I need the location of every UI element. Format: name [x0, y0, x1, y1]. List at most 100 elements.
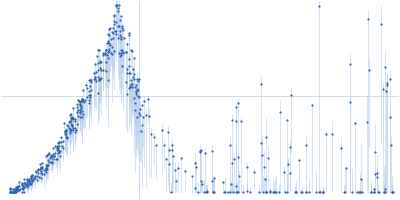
Point	[38, 176, 44, 180]
Point	[298, 190, 304, 194]
Point	[14, 186, 20, 189]
Point	[320, 190, 326, 194]
Point	[271, 190, 278, 194]
Point	[54, 148, 60, 151]
Point	[86, 78, 93, 81]
Point	[86, 85, 93, 88]
Point	[40, 169, 47, 172]
Point	[352, 121, 358, 124]
Point	[56, 149, 62, 152]
Point	[379, 87, 386, 91]
Point	[67, 120, 73, 123]
Point	[12, 185, 19, 188]
Point	[240, 190, 246, 194]
Point	[197, 149, 203, 153]
Point	[366, 69, 372, 72]
Point	[43, 167, 50, 170]
Point	[9, 190, 16, 194]
Point	[169, 149, 175, 152]
Point	[100, 52, 106, 55]
Point	[98, 76, 104, 79]
Point	[29, 174, 35, 177]
Point	[69, 125, 75, 128]
Point	[91, 78, 97, 81]
Point	[284, 118, 290, 121]
Point	[130, 68, 136, 71]
Point	[358, 178, 364, 181]
Point	[133, 91, 140, 94]
Point	[230, 190, 236, 194]
Point	[96, 48, 102, 51]
Point	[127, 85, 133, 88]
Point	[26, 180, 32, 184]
Point	[97, 77, 103, 80]
Point	[10, 190, 17, 194]
Point	[178, 157, 184, 160]
Point	[38, 166, 44, 169]
Point	[182, 169, 188, 172]
Point	[287, 93, 294, 97]
Point	[55, 145, 62, 148]
Point	[192, 165, 199, 168]
Point	[137, 107, 143, 110]
Point	[86, 90, 92, 93]
Point	[150, 136, 157, 139]
Point	[225, 190, 232, 194]
Point	[260, 190, 267, 194]
Point	[68, 116, 74, 119]
Point	[378, 22, 384, 25]
Point	[56, 141, 62, 144]
Point	[95, 92, 101, 95]
Point	[15, 184, 22, 188]
Point	[244, 189, 250, 192]
Point	[126, 72, 133, 75]
Point	[299, 190, 305, 194]
Point	[112, 29, 118, 32]
Point	[175, 166, 182, 170]
Point	[131, 56, 138, 60]
Point	[140, 115, 146, 119]
Point	[341, 190, 348, 194]
Point	[58, 144, 65, 147]
Point	[24, 183, 31, 187]
Point	[118, 52, 124, 55]
Point	[78, 97, 85, 101]
Point	[347, 63, 353, 66]
Point	[104, 32, 111, 35]
Point	[52, 145, 59, 148]
Point	[163, 157, 169, 160]
Point	[27, 183, 34, 186]
Point	[43, 163, 50, 166]
Point	[259, 153, 265, 157]
Point	[140, 100, 147, 103]
Point	[68, 122, 74, 126]
Point	[60, 121, 67, 125]
Point	[66, 127, 72, 130]
Point	[33, 170, 39, 173]
Point	[93, 79, 99, 82]
Point	[357, 190, 364, 194]
Point	[308, 104, 315, 107]
Point	[103, 61, 109, 64]
Point	[348, 190, 355, 194]
Point	[64, 137, 70, 140]
Point	[57, 140, 64, 144]
Point	[195, 190, 201, 194]
Point	[229, 118, 235, 121]
Point	[35, 167, 41, 170]
Point	[66, 120, 72, 123]
Point	[70, 128, 76, 131]
Point	[43, 163, 50, 166]
Point	[96, 60, 103, 63]
Point	[29, 179, 35, 183]
Point	[86, 101, 92, 104]
Point	[387, 115, 394, 119]
Point	[126, 33, 132, 36]
Point	[64, 124, 70, 127]
Point	[64, 135, 70, 138]
Point	[106, 48, 113, 51]
Point	[256, 190, 262, 194]
Point	[75, 98, 82, 101]
Point	[387, 78, 394, 81]
Point	[103, 48, 109, 51]
